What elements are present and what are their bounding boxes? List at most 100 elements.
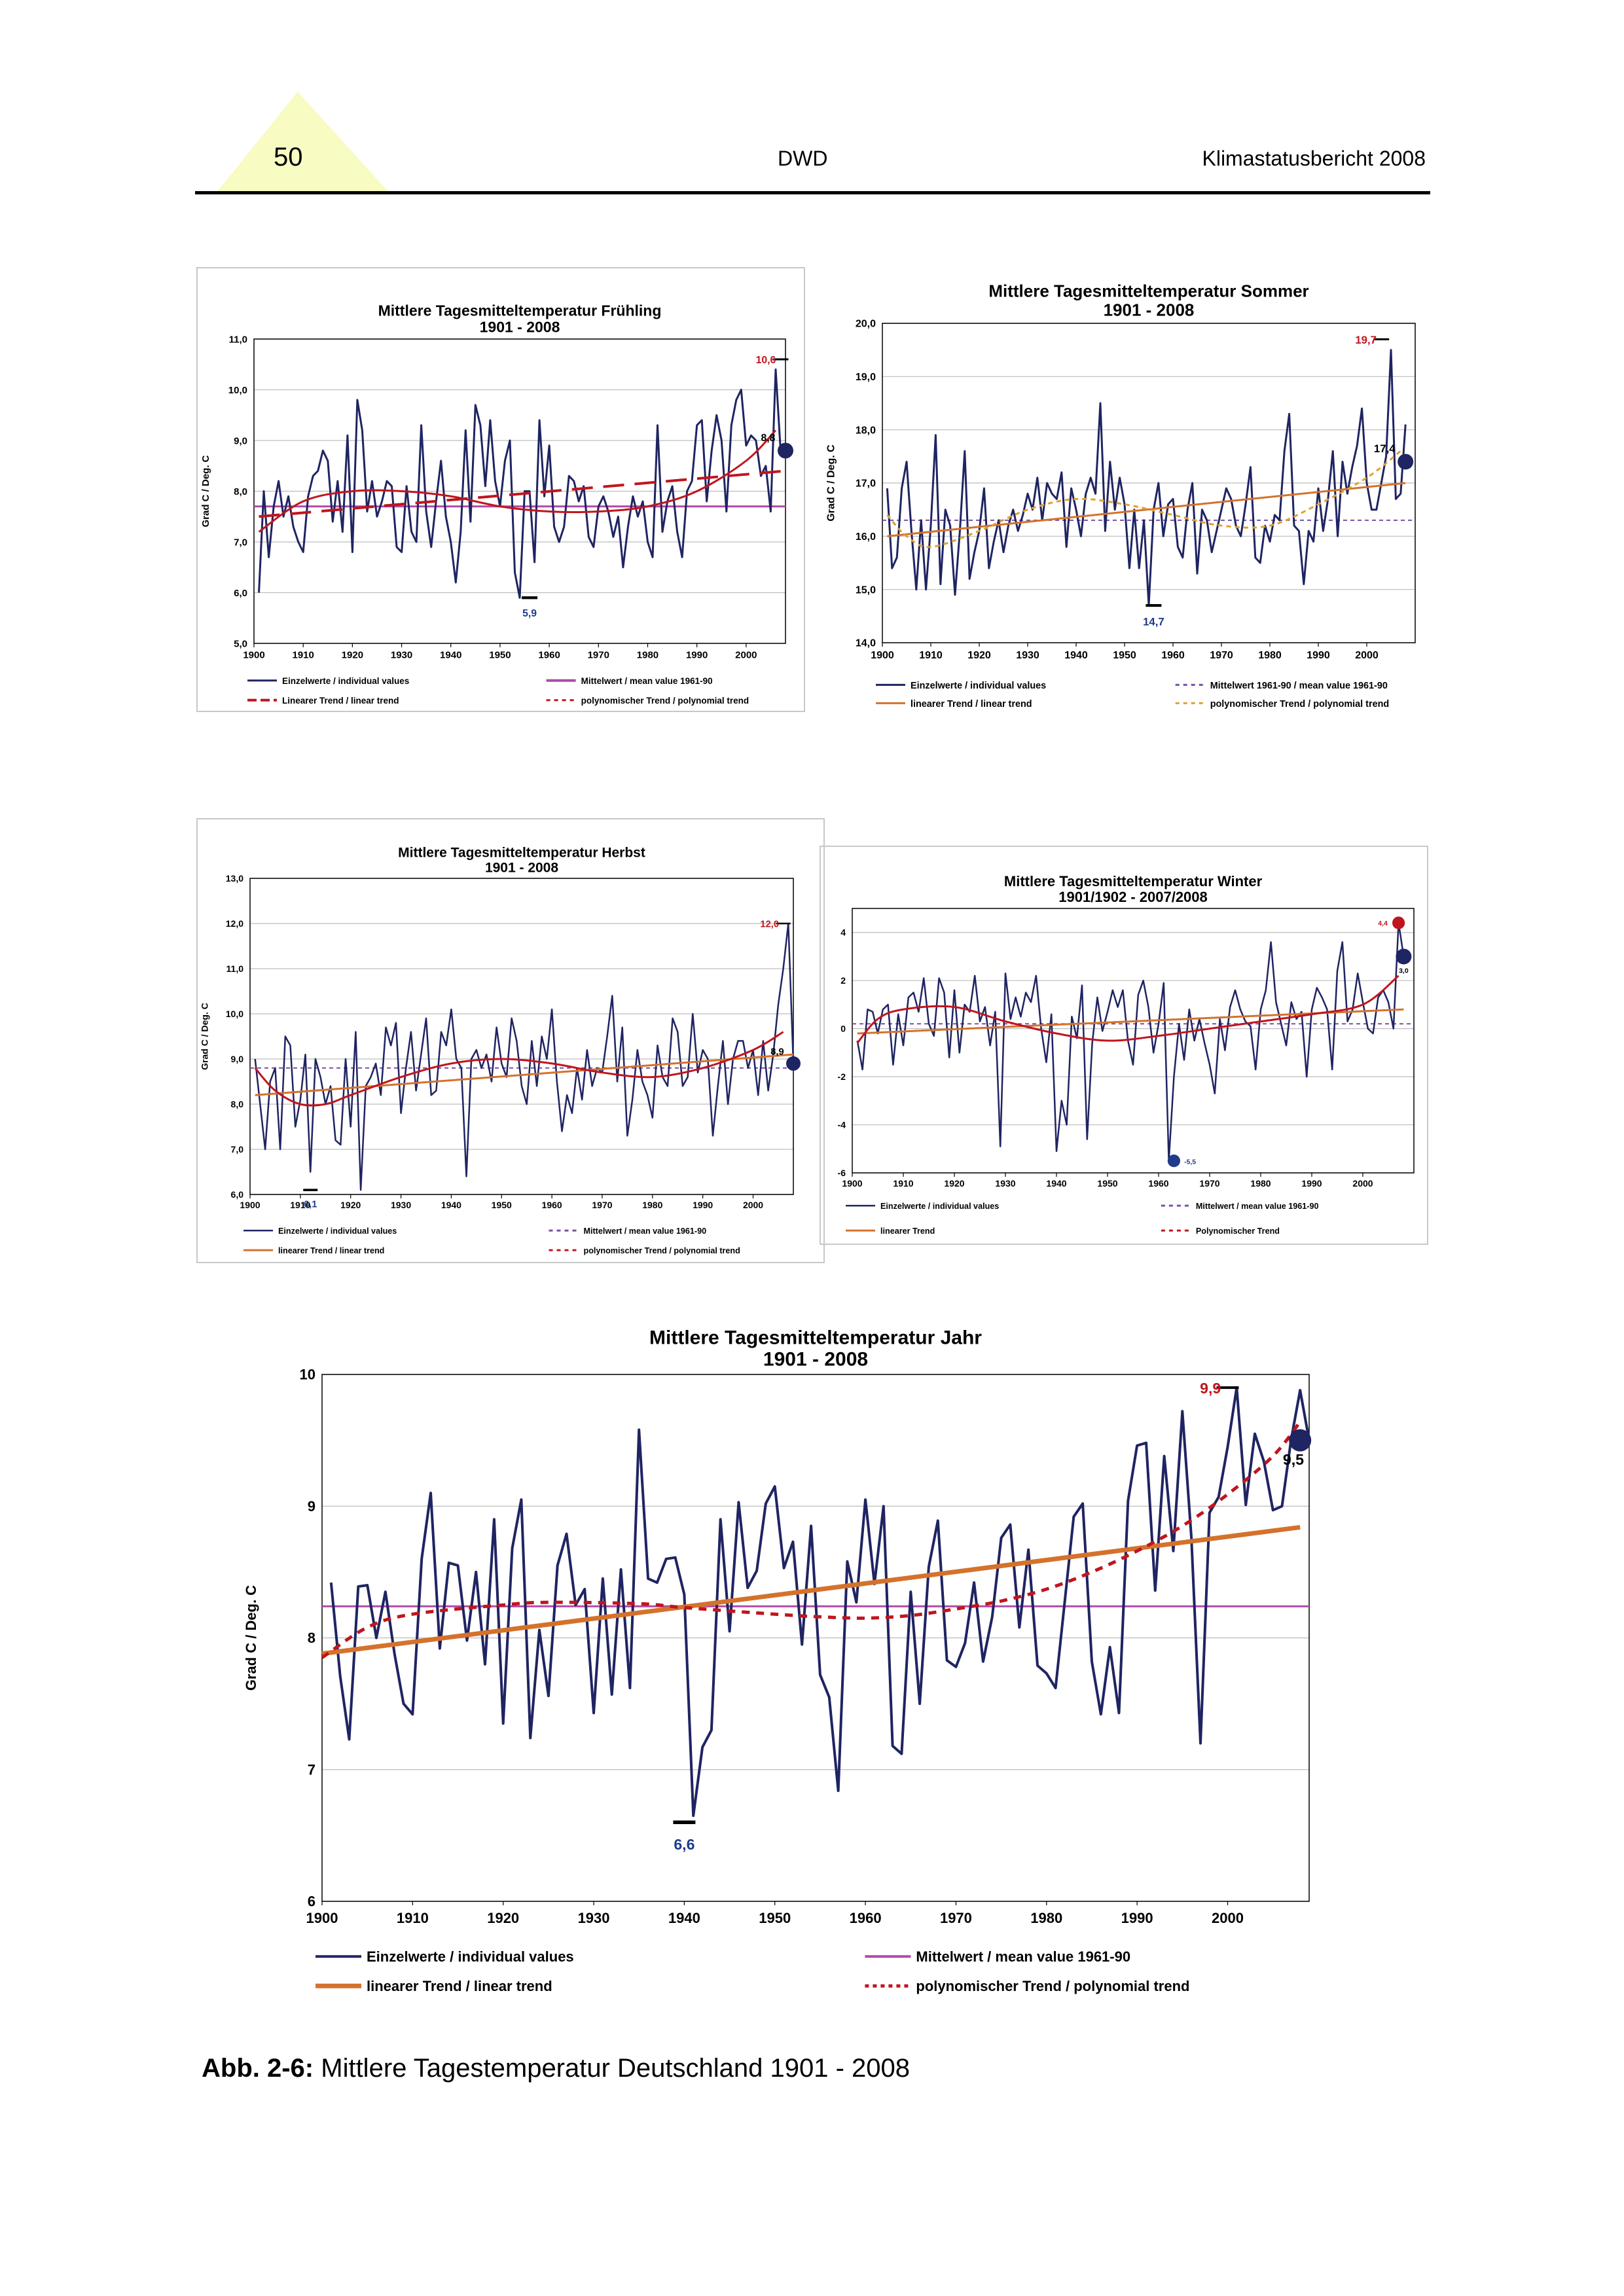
polynomial-trend-line	[254, 1031, 784, 1107]
x-tick-label: 1990	[1307, 650, 1330, 661]
chart-subtitle: 1901 - 2008	[485, 861, 558, 876]
linear-trend-line	[887, 482, 1406, 537]
chart-subtitle: 1901 - 2008	[763, 1349, 868, 1371]
x-tick-label: 1970	[1199, 1178, 1219, 1189]
plot-area	[882, 323, 1416, 643]
legend-label: Einzelwerte / individual values	[911, 681, 1046, 691]
chart-svg: Mittlere Tagesmitteltemperatur Frühling 1…	[196, 267, 805, 712]
y-tick-label: 0	[840, 1024, 846, 1034]
chart-title: Mittlere Tagesmitteltemperatur Frühling	[378, 302, 662, 319]
y-tick-label: 11,0	[229, 334, 247, 345]
x-tick-label: 1990	[1301, 1178, 1322, 1189]
y-tick-label: 2	[840, 975, 846, 986]
x-tick-label: 1910	[919, 650, 943, 661]
x-tick-label: 1990	[693, 1200, 713, 1210]
y-tick-label: -2	[838, 1071, 846, 1082]
y-axis-label: Grad C / Deg. C	[200, 455, 211, 527]
chart-frame	[820, 846, 1428, 1245]
x-tick-label: 1980	[642, 1200, 662, 1210]
x-tick-label: 2000	[1212, 1910, 1244, 1926]
y-tick-label: 5,0	[234, 638, 247, 649]
y-tick-label: 13,0	[226, 873, 244, 884]
plot-area	[321, 1374, 1310, 1902]
x-tick-label: 1980	[1258, 650, 1282, 661]
x-tick-label: 1960	[538, 650, 560, 661]
legend-label: Einzelwerte / individual values	[880, 1202, 999, 1211]
x-tick-label: 1920	[340, 1200, 361, 1210]
last-year-label: 8,9	[770, 1047, 784, 1058]
chart-title: Mittlere Tagesmitteltemperatur Herbst	[398, 845, 645, 860]
y-tick-label: 9,0	[234, 435, 247, 446]
last-year-marker	[1398, 454, 1414, 470]
chart-subtitle: 1901/1902 - 2007/2008	[1058, 889, 1208, 905]
x-tick-label: 1940	[440, 650, 461, 661]
legend-label: Polynomischer Trend	[1196, 1227, 1280, 1236]
x-tick-label: 1930	[578, 1910, 610, 1926]
chart-winter: Mittlere Tagesmitteltemperatur Winter 190…	[820, 846, 1428, 1245]
chart-frame	[196, 818, 825, 1263]
y-tick-label: 4	[840, 927, 846, 938]
x-tick-label: 1940	[1064, 650, 1088, 661]
x-tick-label: 1990	[686, 650, 708, 661]
chart-autumn: Mittlere Tagesmitteltemperatur Herbst 190…	[196, 818, 825, 1263]
max-label: 19,7	[1355, 334, 1377, 346]
last-year-label: 17,4	[1374, 442, 1396, 455]
legend-label: Mittelwert / mean value 1961-90	[581, 676, 713, 686]
chart-svg: Mittlere Tagesmitteltemperatur Herbst190…	[196, 818, 825, 1263]
x-tick-label: 1930	[995, 1178, 1015, 1189]
individual-values-line	[856, 922, 1405, 1162]
y-tick-label: 10,0	[228, 385, 247, 396]
chart-frame	[196, 267, 805, 712]
y-tick-label: 9,0	[231, 1054, 244, 1064]
x-tick-label: 1960	[850, 1910, 882, 1926]
legend-label: Mittelwert / mean value 1961-90	[1196, 1202, 1319, 1211]
header-report-title: Klimastatusbericht 2008	[1202, 147, 1426, 170]
y-tick-label: 11,0	[226, 963, 244, 974]
legend-label: Mittelwert 1961-90 / mean value 1961-90	[1210, 681, 1388, 691]
linear-trend-line	[259, 469, 786, 518]
last-year-marker	[1396, 948, 1412, 965]
chart-summer: Mittlere Tagesmitteltemperatur Sommer 190…	[820, 257, 1435, 721]
caption-label: Abb. 2-6:	[202, 2054, 314, 2083]
x-tick-label: 1960	[1148, 1178, 1168, 1189]
x-tick-label: 2000	[1352, 1178, 1373, 1189]
header-divider	[195, 191, 1430, 194]
last-year-label: 9,5	[1283, 1451, 1304, 1468]
x-tick-label: 1960	[1161, 650, 1185, 661]
chart-svg: Mittlere Tagesmitteltemperatur Sommer190…	[825, 281, 1416, 709]
polynomial-trend-line	[886, 450, 1401, 548]
legend-label: Einzelwerte / individual values	[282, 676, 409, 686]
linear-trend-line	[255, 1053, 794, 1096]
y-tick-label: 17,0	[856, 478, 876, 490]
last-year-marker	[778, 442, 793, 459]
y-tick-label: 7,0	[234, 537, 247, 548]
max-label: 9,9	[1200, 1380, 1221, 1397]
y-tick-label: -6	[838, 1168, 846, 1178]
x-tick-label: 1920	[967, 650, 991, 661]
x-tick-label: 1980	[1030, 1910, 1062, 1926]
min-label: 6,1	[304, 1200, 317, 1210]
min-label: 6,6	[674, 1836, 695, 1853]
x-tick-label: 1900	[842, 1178, 862, 1189]
legend-label: linearer Trend	[880, 1227, 935, 1236]
x-tick-label: 1980	[637, 650, 659, 661]
x-tick-label: 1940	[1046, 1178, 1066, 1189]
max-marker	[1392, 916, 1405, 929]
y-tick-label: 7,0	[231, 1144, 244, 1155]
x-tick-label: 1960	[542, 1200, 562, 1210]
x-tick-label: 1970	[940, 1910, 972, 1926]
legend-label: Einzelwerte / individual values	[278, 1227, 397, 1236]
polynomial-trend-line	[856, 975, 1399, 1044]
individual-values-line	[254, 922, 795, 1191]
x-tick-label: 1950	[489, 650, 511, 661]
y-tick-label: 14,0	[856, 638, 876, 649]
y-tick-label: 16,0	[856, 531, 876, 543]
linear-trend-line	[321, 1524, 1301, 1657]
chart-svg: Mittlere Tagesmitteltemperatur Jahr1901 …	[243, 1327, 1312, 1994]
plot-area	[249, 878, 794, 1195]
polynomial-trend-line	[321, 1420, 1302, 1659]
y-tick-label: 10,0	[226, 1009, 244, 1019]
x-tick-label: 1950	[1113, 650, 1136, 661]
x-tick-label: 1900	[240, 1200, 260, 1210]
y-tick-label: 15,0	[856, 584, 876, 596]
